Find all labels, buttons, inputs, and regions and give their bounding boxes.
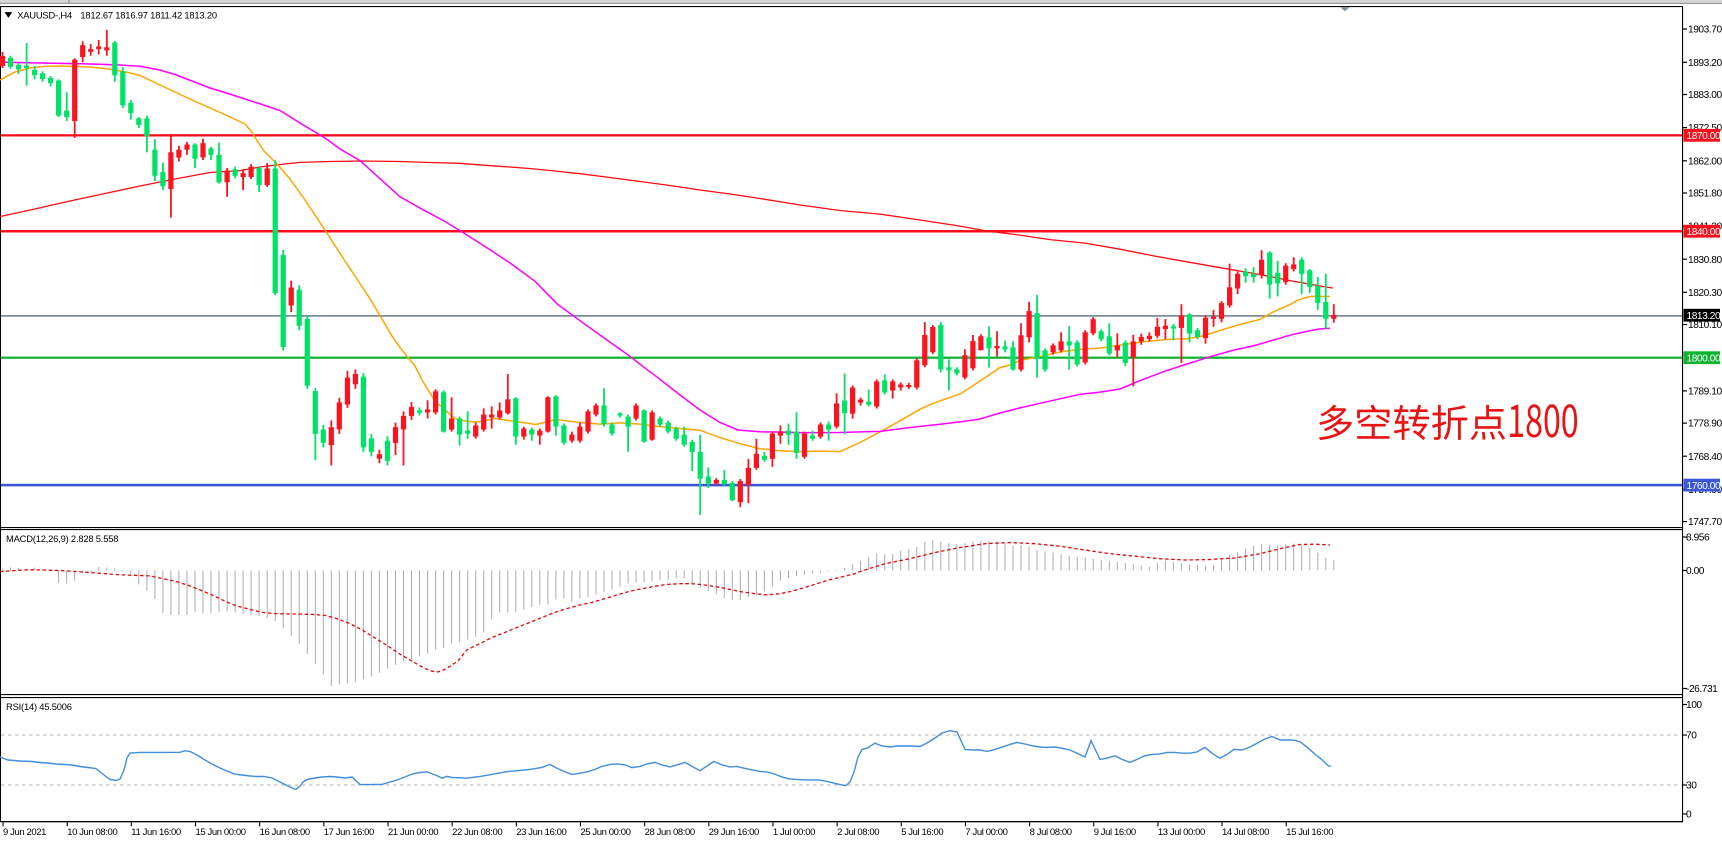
svg-text:1851.80: 1851.80 [1688, 189, 1722, 200]
svg-text:RSI(14) 45.5006: RSI(14) 45.5006 [6, 701, 72, 712]
svg-text:1903.70: 1903.70 [1688, 25, 1722, 36]
svg-text:-26.731: -26.731 [1686, 684, 1718, 695]
svg-text:1830.80: 1830.80 [1688, 255, 1722, 266]
svg-text:2 Jul 08:00: 2 Jul 08:00 [837, 827, 879, 838]
svg-text:23 Jun 16:00: 23 Jun 16:00 [516, 827, 566, 838]
svg-text:1 Jul 00:00: 1 Jul 00:00 [773, 827, 815, 838]
svg-text:1778.90: 1778.90 [1688, 419, 1722, 430]
svg-text:1840.00: 1840.00 [1687, 227, 1721, 238]
svg-text:29 Jun 16:00: 29 Jun 16:00 [709, 827, 759, 838]
svg-text:5 Jul 16:00: 5 Jul 16:00 [901, 827, 943, 838]
svg-text:8.956: 8.956 [1686, 533, 1710, 544]
svg-text:0.00: 0.00 [1686, 566, 1705, 577]
svg-text:17 Jun 16:00: 17 Jun 16:00 [324, 827, 374, 838]
svg-text:1883.00: 1883.00 [1688, 90, 1722, 101]
svg-text:1820.30: 1820.30 [1688, 288, 1722, 299]
svg-text:1800.00: 1800.00 [1687, 354, 1721, 365]
svg-text:1872.50: 1872.50 [1688, 123, 1722, 134]
svg-text:1768.40: 1768.40 [1688, 452, 1722, 463]
svg-text:15 Jul 16:00: 15 Jul 16:00 [1286, 827, 1333, 838]
svg-text:1747.70: 1747.70 [1688, 517, 1722, 528]
svg-text:1870.00: 1870.00 [1687, 131, 1721, 142]
svg-text:16 Jun 08:00: 16 Jun 08:00 [260, 827, 310, 838]
svg-text:1760.00: 1760.00 [1687, 481, 1721, 492]
svg-text:13 Jul 00:00: 13 Jul 00:00 [1158, 827, 1205, 838]
svg-text:1812.67 1816.97 1811.42 1813.2: 1812.67 1816.97 1811.42 1813.20 [80, 9, 216, 20]
svg-text:10 Jun 08:00: 10 Jun 08:00 [67, 827, 117, 838]
svg-text:11 Jun 16:00: 11 Jun 16:00 [131, 827, 181, 838]
svg-text:1810.10: 1810.10 [1688, 320, 1722, 331]
svg-text:28 Jun 08:00: 28 Jun 08:00 [645, 827, 695, 838]
svg-text:30: 30 [1686, 781, 1697, 792]
svg-text:9 Jun 2021: 9 Jun 2021 [3, 827, 46, 838]
svg-text:21 Jun 00:00: 21 Jun 00:00 [388, 827, 438, 838]
svg-text:9 Jul 16:00: 9 Jul 16:00 [1094, 827, 1136, 838]
svg-text:1813.20: 1813.20 [1687, 311, 1721, 322]
svg-text:25 Jun 00:00: 25 Jun 00:00 [580, 827, 630, 838]
svg-text:MACD(12,26,9) 2.828 5.558: MACD(12,26,9) 2.828 5.558 [6, 533, 118, 544]
svg-text:1893.20: 1893.20 [1688, 58, 1722, 69]
svg-text:70: 70 [1686, 731, 1697, 742]
svg-text:15 Jun 00:00: 15 Jun 00:00 [196, 827, 246, 838]
svg-text:1789.10: 1789.10 [1688, 387, 1722, 398]
svg-text:0: 0 [1686, 810, 1692, 821]
svg-text:22 Jun 08:00: 22 Jun 08:00 [452, 827, 502, 838]
svg-text:14 Jul 08:00: 14 Jul 08:00 [1222, 827, 1269, 838]
svg-text:8 Jul 08:00: 8 Jul 08:00 [1030, 827, 1072, 838]
svg-text:1862.00: 1862.00 [1688, 156, 1722, 167]
svg-text:7 Jul 00:00: 7 Jul 00:00 [965, 827, 1007, 838]
svg-text:100: 100 [1686, 700, 1702, 711]
svg-text:XAUUSD-,H4: XAUUSD-,H4 [17, 9, 72, 20]
